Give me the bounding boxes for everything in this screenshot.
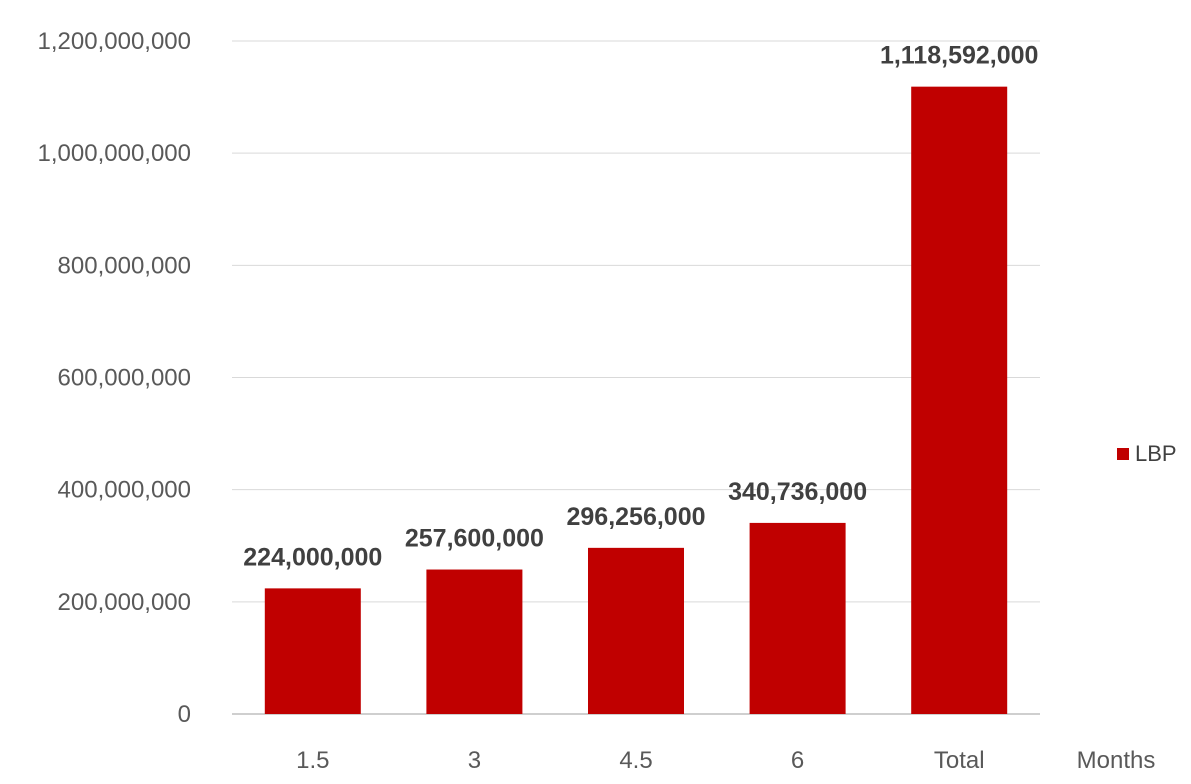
y-tick-label: 0 — [178, 701, 191, 728]
y-tick-label: 800,000,000 — [58, 252, 191, 279]
bar — [749, 522, 846, 714]
data-label: 1,118,592,000 — [880, 42, 1039, 70]
x-axis-title: Months — [1077, 747, 1156, 774]
data-label: 296,256,000 — [566, 503, 705, 531]
x-tick-label: 4.5 — [619, 747, 652, 774]
x-tick-label: Total — [934, 747, 985, 774]
bar — [426, 569, 523, 714]
legend-label: LBP — [1135, 441, 1177, 466]
bar — [911, 86, 1008, 715]
data-label: 224,000,000 — [243, 543, 382, 571]
y-tick-label: 200,000,000 — [58, 589, 191, 616]
data-label: 257,600,000 — [405, 525, 544, 553]
y-tick-label: 1,000,000,000 — [38, 140, 191, 167]
legend: LBP — [1117, 443, 1177, 465]
y-tick-label: 1,200,000,000 — [38, 28, 191, 55]
x-tick-label: 6 — [791, 747, 804, 774]
x-tick-label: 3 — [468, 747, 481, 774]
bar — [264, 588, 361, 714]
bar — [588, 547, 684, 714]
data-label: 340,736,000 — [728, 478, 867, 506]
x-tick-label: 1.5 — [296, 747, 329, 774]
y-tick-label: 400,000,000 — [58, 477, 191, 504]
y-tick-label: 600,000,000 — [58, 365, 191, 392]
legend-swatch — [1117, 448, 1129, 460]
